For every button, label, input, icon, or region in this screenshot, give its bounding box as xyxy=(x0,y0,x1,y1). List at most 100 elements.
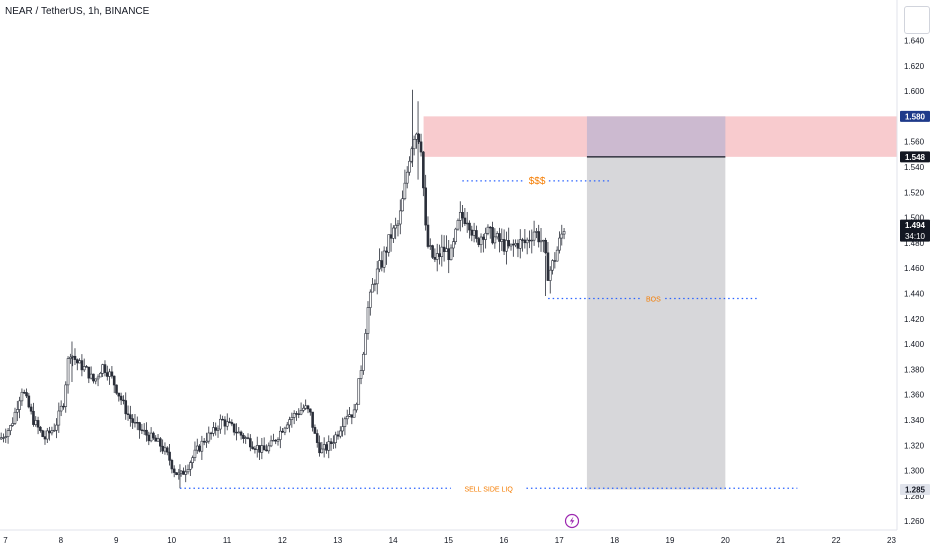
candle-body xyxy=(285,424,289,429)
candle-body xyxy=(228,421,231,423)
candle-body xyxy=(163,447,167,452)
candle-body xyxy=(172,468,176,473)
candle-body xyxy=(518,239,522,249)
chart-settings-box[interactable] xyxy=(904,6,930,34)
candle-body xyxy=(521,239,524,241)
candle-body xyxy=(82,366,86,371)
candle-body xyxy=(338,430,342,437)
candle-body xyxy=(514,243,517,246)
candle-body xyxy=(13,411,17,424)
candle-body xyxy=(152,432,155,439)
candle-body xyxy=(99,373,102,378)
candle-body xyxy=(276,439,280,442)
candle-body xyxy=(440,246,444,257)
candle-body xyxy=(544,239,547,254)
candle-body xyxy=(255,445,259,450)
candle-body xyxy=(477,238,481,246)
time-tick-label: 17 xyxy=(555,536,564,545)
candle-body xyxy=(27,395,31,408)
price-tick-label: 1.260 xyxy=(904,517,925,526)
candle-body xyxy=(479,236,483,246)
candle-body xyxy=(244,437,248,439)
candle-body xyxy=(359,370,363,379)
candle-body xyxy=(392,227,395,239)
candle-body xyxy=(145,429,148,436)
candle-body xyxy=(52,429,56,432)
candle-body xyxy=(419,141,423,153)
candle-body xyxy=(505,240,508,252)
candle-body xyxy=(281,430,284,433)
time-tick-label: 9 xyxy=(114,536,119,545)
candle-body xyxy=(546,252,550,281)
price-label-value: 1.494 xyxy=(905,221,926,230)
candle-body xyxy=(170,460,174,470)
candle-body xyxy=(246,437,250,439)
candle-body xyxy=(239,431,243,436)
candle-body xyxy=(555,249,559,262)
candle-body xyxy=(322,444,326,450)
zones-layer xyxy=(423,116,897,490)
candle-body xyxy=(486,226,490,234)
candle-body xyxy=(242,434,245,439)
lightning-icon[interactable] xyxy=(564,513,580,529)
candle-body xyxy=(260,445,264,453)
candle-body xyxy=(398,210,402,225)
candle-body xyxy=(39,426,42,431)
candle-body xyxy=(329,441,333,444)
time-axis[interactable]: 7 8 9 10 11 12 13 14 15 16 17 18 19 20 21 22 23 xyxy=(3,536,896,545)
time-tick-label: 13 xyxy=(333,536,342,545)
candle-body xyxy=(55,424,58,431)
candle-body xyxy=(4,436,8,438)
candle-body xyxy=(59,405,63,412)
price-tick-label: 1.420 xyxy=(904,315,925,324)
candle-body xyxy=(179,470,183,474)
candle-body xyxy=(290,417,294,420)
candle-body xyxy=(92,373,95,382)
candle-body xyxy=(415,133,418,140)
candle-body xyxy=(447,248,451,261)
candle-body xyxy=(297,413,301,415)
candle-body xyxy=(16,409,19,413)
candle-body xyxy=(373,283,377,285)
candle-body xyxy=(498,233,501,242)
price-label-box xyxy=(900,151,930,163)
candle-body xyxy=(458,212,462,221)
candle-body xyxy=(135,422,139,424)
candle-body xyxy=(558,237,561,251)
time-tick-label: 12 xyxy=(278,536,287,545)
candle-body xyxy=(368,291,372,308)
candle-body xyxy=(334,434,337,443)
price-axis[interactable]: 1.640 1.620 1.600 1.580 1.560 1.540 1.520 1.500… xyxy=(904,36,925,526)
candle-body xyxy=(532,231,536,241)
candle-body xyxy=(325,444,328,451)
candle-body xyxy=(320,448,324,454)
time-tick-label: 8 xyxy=(59,536,64,545)
annotation-label: SELL SIDE LIQ xyxy=(464,486,513,493)
candle-body xyxy=(535,231,538,233)
candle-body xyxy=(332,442,335,444)
candle-body xyxy=(94,378,98,382)
candle-body xyxy=(560,233,564,239)
candle-body xyxy=(375,268,379,285)
target-zone xyxy=(586,116,726,157)
candle-body xyxy=(165,447,169,453)
candle-body xyxy=(159,438,162,447)
candle-body xyxy=(327,441,331,451)
candle-body xyxy=(73,355,77,360)
candle-body xyxy=(355,403,358,411)
candle-body xyxy=(87,366,91,379)
candle-body xyxy=(551,260,554,271)
candle-body xyxy=(175,472,178,475)
candle-body xyxy=(279,430,282,440)
candle-body xyxy=(66,358,70,386)
candle-body xyxy=(235,431,238,434)
candle-body xyxy=(495,233,499,238)
candle-body xyxy=(108,371,111,377)
price-tick-label: 1.440 xyxy=(904,289,925,298)
candle-body xyxy=(562,231,566,235)
candle-body xyxy=(387,234,391,253)
candle-body xyxy=(408,160,411,173)
candle-body xyxy=(537,231,541,243)
